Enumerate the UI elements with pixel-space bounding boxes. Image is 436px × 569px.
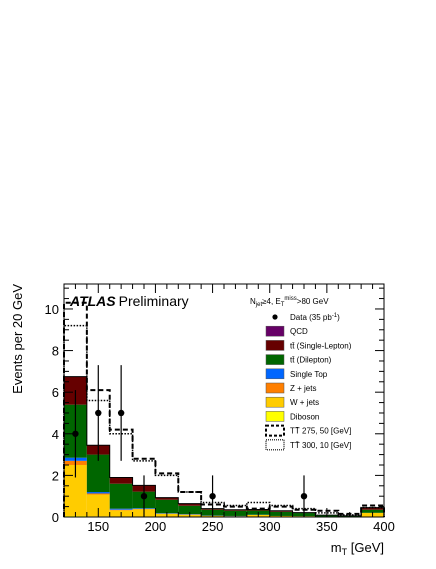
legend-label: Single Top <box>290 370 328 379</box>
y-tick-label: 8 <box>52 344 59 359</box>
legend-swatch <box>266 397 284 407</box>
legend-label: QCD <box>290 327 308 336</box>
y-tick-label: 6 <box>52 385 59 400</box>
legend-label-data: Data (35 pb-1) <box>290 313 340 322</box>
legend-signal-swatch <box>266 440 284 450</box>
x-tick-label: 400 <box>373 519 395 534</box>
legend-label: TT̄ 300, 10 [GeV] <box>290 441 351 450</box>
legend-label: Z + jets <box>290 384 316 393</box>
legend-label: TT̄ 275, 50 [GeV] <box>290 427 351 436</box>
legend-swatch <box>266 326 284 336</box>
legend-swatch <box>266 340 284 350</box>
y-tick-label: 2 <box>52 468 59 483</box>
legend-swatch <box>266 355 284 365</box>
bar-segment <box>110 510 133 511</box>
bar-segment <box>155 500 178 514</box>
legend-label: tt̄ (Single-Lepton) <box>290 341 352 350</box>
selection-text: Njet≥4, ETmiss>80 GeV <box>250 296 329 308</box>
y-axis-label: Events per 20 GeV <box>10 284 25 394</box>
y-tick-label: 4 <box>52 427 59 442</box>
series-t-t-dilepton- <box>64 405 384 517</box>
data-point <box>301 475 307 517</box>
x-axis-label: mT [GeV] <box>331 540 384 557</box>
bar-segment <box>87 493 110 494</box>
data-point <box>118 365 124 461</box>
legend-label: Diboson <box>290 412 319 421</box>
legend-signal-swatch <box>266 426 284 436</box>
legend-label: tt̄ (Dilepton) <box>290 356 332 365</box>
data-marker <box>301 493 307 499</box>
bar-segment <box>87 492 110 493</box>
legend-swatch <box>266 369 284 379</box>
data-marker <box>209 493 215 499</box>
legend-swatch <box>266 383 284 393</box>
bar-segment <box>110 484 133 509</box>
bar-segment <box>110 509 133 510</box>
bar-segment <box>110 477 133 483</box>
data-marker <box>141 493 147 499</box>
legend-data-marker <box>272 314 277 319</box>
y-tick-label: 0 <box>52 510 59 525</box>
legend-swatch <box>266 411 284 421</box>
x-tick-label: 350 <box>316 519 338 534</box>
data-marker <box>118 410 124 416</box>
x-tick-label: 150 <box>87 519 109 534</box>
y-tick-label: 10 <box>45 302 59 317</box>
x-tick-label: 250 <box>202 519 224 534</box>
data-marker <box>72 431 78 437</box>
x-tick-label: 200 <box>145 519 167 534</box>
legend-label: W + jets <box>290 398 319 407</box>
x-tick-label: 300 <box>259 519 281 534</box>
data-marker <box>95 410 101 416</box>
